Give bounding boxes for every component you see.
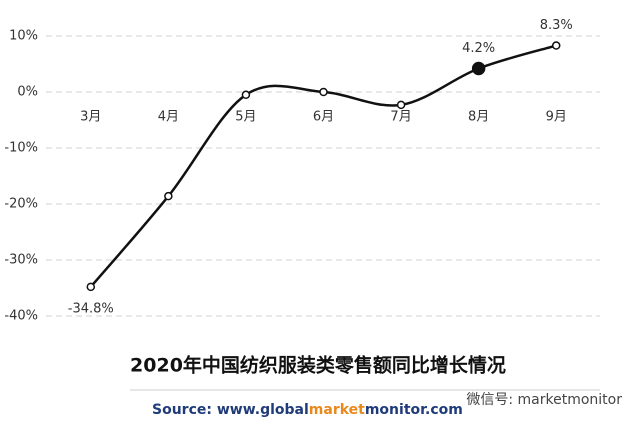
y-tick-label: 0% xyxy=(17,85,38,100)
line xyxy=(89,44,557,288)
x-tick-label: 8月 xyxy=(468,110,489,125)
source-part: market xyxy=(309,402,365,418)
data-label: -34.8% xyxy=(68,301,114,316)
x-tick-label: 5月 xyxy=(235,110,256,125)
data-label: 4.2% xyxy=(462,41,495,56)
y-tick-label: -40% xyxy=(4,309,38,324)
y-tick-label: 10% xyxy=(9,29,38,44)
point xyxy=(86,282,96,292)
point xyxy=(471,61,486,76)
source-part: monitor xyxy=(365,402,427,418)
point xyxy=(396,100,406,110)
point xyxy=(551,41,561,50)
y-tick-label: -20% xyxy=(4,197,38,212)
source-part: Source: www.global xyxy=(152,402,309,418)
source-part: .com xyxy=(425,402,463,418)
point xyxy=(319,87,328,97)
data-label: 8.3% xyxy=(540,18,573,33)
point xyxy=(241,90,251,100)
x-tick-label: 3月 xyxy=(80,110,101,125)
y-tick-label: -30% xyxy=(4,253,38,268)
chart-title: 2020年中国纺织服装类零售额同比增长情况 xyxy=(130,354,506,377)
x-tick-label: 6月 xyxy=(313,110,334,125)
source: Source: www.globalmarketmonitor.com xyxy=(152,402,463,418)
x-tick-label: 7月 xyxy=(390,110,411,125)
point xyxy=(164,191,173,201)
x-tick-label: 4月 xyxy=(158,110,179,125)
x-tick-label: 9月 xyxy=(546,110,567,125)
watermark: 微信号: marketmonitor xyxy=(466,392,622,408)
y-tick-label: -10% xyxy=(4,141,38,156)
